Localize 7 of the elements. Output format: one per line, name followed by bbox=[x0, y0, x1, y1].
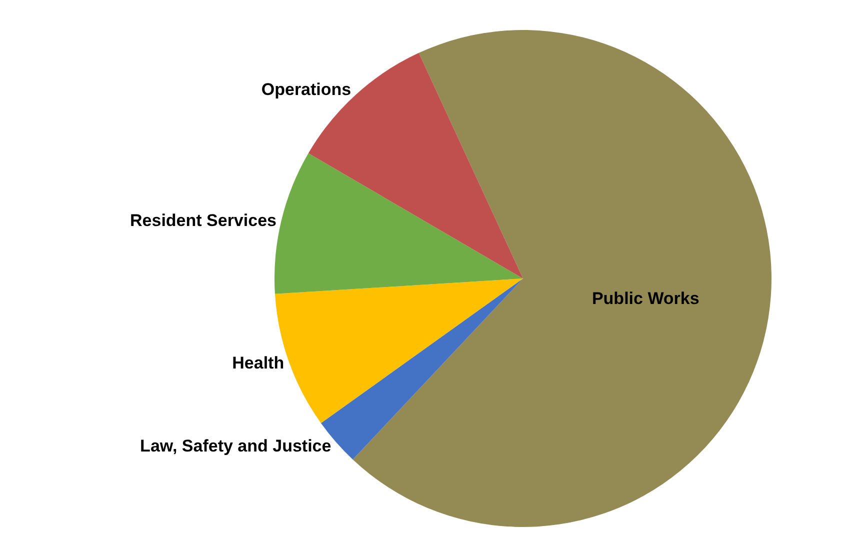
pie-slice bbox=[352, 30, 772, 527]
slice-label: Public Works bbox=[592, 288, 700, 308]
pie-slice bbox=[274, 153, 523, 294]
slice-label: Resident Services bbox=[130, 211, 276, 230]
slice-label: Health bbox=[232, 353, 284, 372]
slice-label: Operations bbox=[261, 80, 352, 99]
slice-label: Law, Safety and Justice bbox=[140, 436, 332, 456]
